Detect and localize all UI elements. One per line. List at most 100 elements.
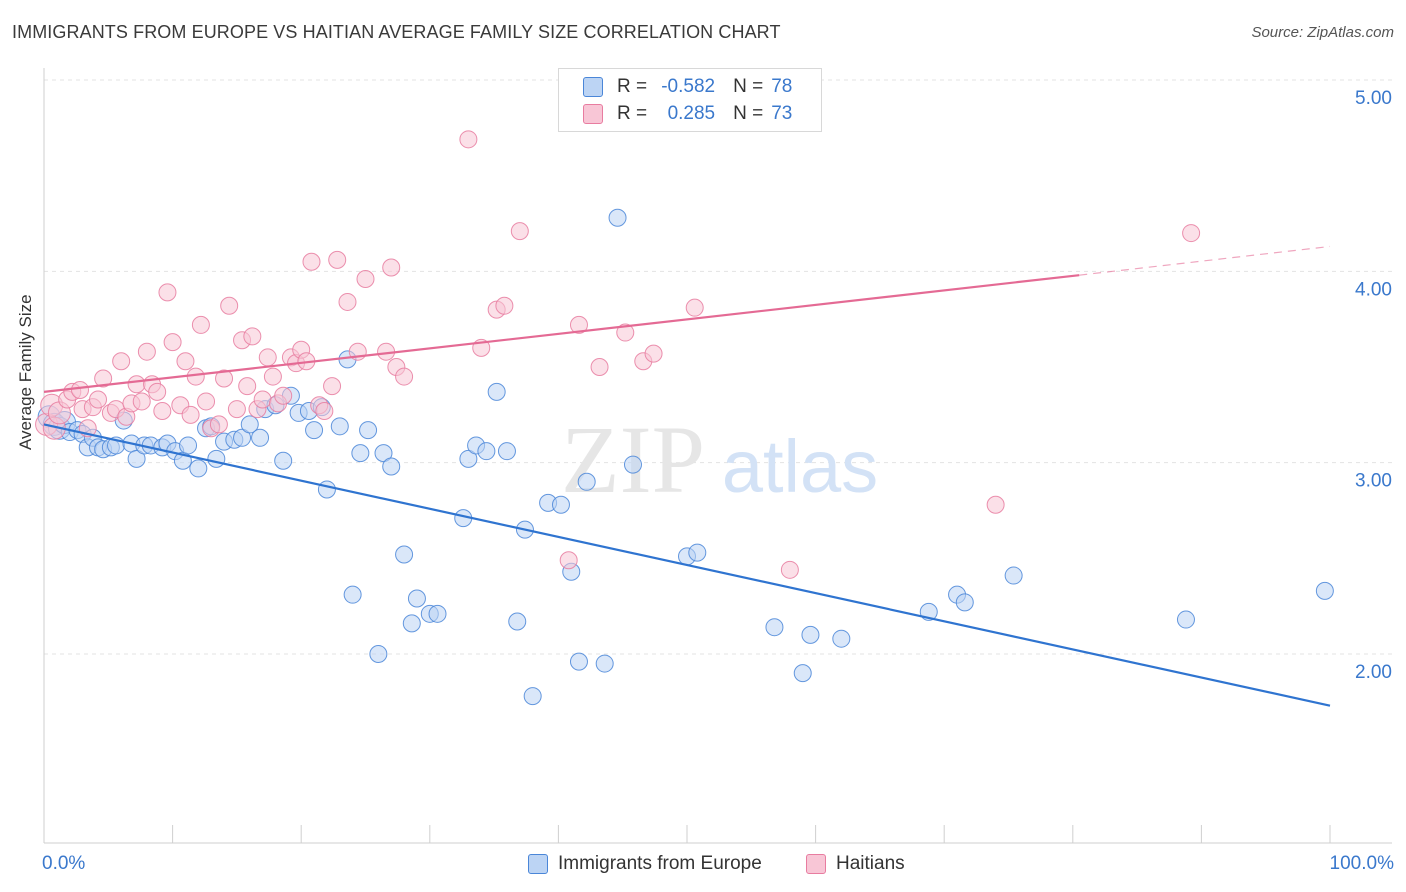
point-europe [608, 208, 627, 227]
point-europe [343, 585, 362, 604]
legend-item-haitians: Haitians [806, 852, 905, 876]
point-haitians [158, 283, 177, 302]
point-haitians [274, 386, 293, 405]
point-europe [382, 457, 401, 476]
y-tick-label: 4.00 [1355, 279, 1392, 300]
x-tick-label: 100.0% [1330, 853, 1395, 874]
axes [43, 68, 1392, 844]
n-value: 78 [771, 76, 793, 97]
point-haitians [112, 352, 131, 371]
point-europe [233, 428, 252, 447]
point-europe [1315, 581, 1334, 600]
point-haitians [685, 298, 704, 317]
point-haitians [569, 315, 588, 334]
point-haitians [616, 323, 635, 342]
stats-legend: R = -0.582 N = 78 R = 0.285 N = 73 [558, 68, 822, 132]
point-haitians [153, 402, 172, 421]
point-haitians [89, 390, 108, 409]
point-europe [765, 618, 784, 637]
legend-swatch-blue [528, 854, 548, 874]
point-haitians [238, 377, 257, 396]
point-europe [832, 629, 851, 648]
r-value: 0.285 [667, 103, 716, 124]
chart-title: IMMIGRANTS FROM EUROPE VS HAITIAN AVERAG… [12, 22, 781, 42]
point-haitians [215, 369, 234, 388]
point-haitians [328, 250, 347, 269]
watermark-atlas: atlas [722, 425, 878, 508]
point-haitians [315, 402, 334, 421]
point-europe [305, 421, 324, 440]
point-haitians [127, 375, 146, 394]
point-haitians [253, 390, 272, 409]
point-haitians [176, 352, 195, 371]
point-haitians [780, 560, 799, 579]
point-europe [369, 645, 388, 663]
point-haitians [197, 392, 216, 411]
point-haitians [986, 495, 1005, 514]
point-haitians [181, 405, 200, 424]
point-europe [487, 382, 506, 401]
point-europe [508, 612, 527, 631]
point-europe [395, 545, 414, 564]
point-haitians [243, 327, 262, 346]
point-haitians [590, 358, 609, 376]
point-europe [407, 589, 426, 608]
stats-legend-row-europe: R = -0.582 N = 78 [583, 76, 792, 98]
r-label: R = [617, 76, 648, 97]
point-haitians [132, 392, 151, 411]
legend-label-haitians: Haitians [836, 853, 905, 874]
point-europe [428, 604, 447, 623]
legend-swatch-pink [806, 854, 826, 874]
point-haitians [191, 315, 210, 334]
r-label: R = [617, 103, 648, 124]
y-tick-label: 5.00 [1355, 88, 1392, 109]
legend-label-europe: Immigrants from Europe [558, 853, 762, 874]
point-europe [374, 444, 393, 463]
trend-lines [43, 245, 1331, 707]
point-haitians [163, 333, 182, 352]
stats-legend-row-haitians: R = 0.285 N = 73 [583, 103, 792, 125]
point-haitians [148, 382, 167, 401]
point-europe [793, 664, 812, 683]
trend-line-europe [43, 423, 1331, 707]
point-europe [189, 459, 208, 478]
point-haitians [263, 367, 282, 386]
y-tick-label: 3.00 [1355, 471, 1392, 492]
point-haitians [186, 367, 205, 386]
point-europe [127, 449, 146, 468]
point-europe [240, 415, 259, 434]
point-haitians [459, 130, 478, 149]
point-europe [459, 449, 478, 468]
legend-item-europe: Immigrants from Europe [528, 852, 762, 876]
point-europe [523, 687, 542, 706]
point-haitians [302, 252, 321, 271]
point-europe [477, 442, 496, 461]
trend-line-haitians [43, 274, 1080, 393]
n-value: 73 [771, 103, 793, 124]
point-europe [688, 543, 707, 562]
point-haitians [94, 369, 113, 388]
x-tick-label: 0.0% [42, 853, 85, 874]
point-haitians [137, 342, 156, 361]
point-europe [1004, 566, 1023, 585]
point-haitians [323, 377, 342, 396]
point-europe [251, 428, 270, 447]
point-haitians [495, 296, 514, 315]
point-europe [179, 436, 198, 455]
point-europe [359, 421, 378, 440]
gridlines [44, 79, 1392, 655]
point-haitians [356, 269, 375, 288]
point-haitians [559, 551, 578, 570]
point-europe [330, 417, 349, 436]
tick-labels: 2.00 3.00 4.00 5.00 0.0% 100.0% [42, 88, 1394, 874]
r-value: -0.582 [661, 76, 716, 97]
y-axis-label: Average Family Size [16, 294, 35, 450]
point-haitians [338, 292, 357, 311]
trend-line-haitians-extension [1079, 245, 1331, 276]
point-haitians [510, 222, 529, 241]
y-tick-label: 2.00 [1355, 662, 1392, 683]
point-haitians [209, 415, 228, 434]
point-haitians [227, 400, 246, 419]
point-europe [497, 442, 516, 461]
